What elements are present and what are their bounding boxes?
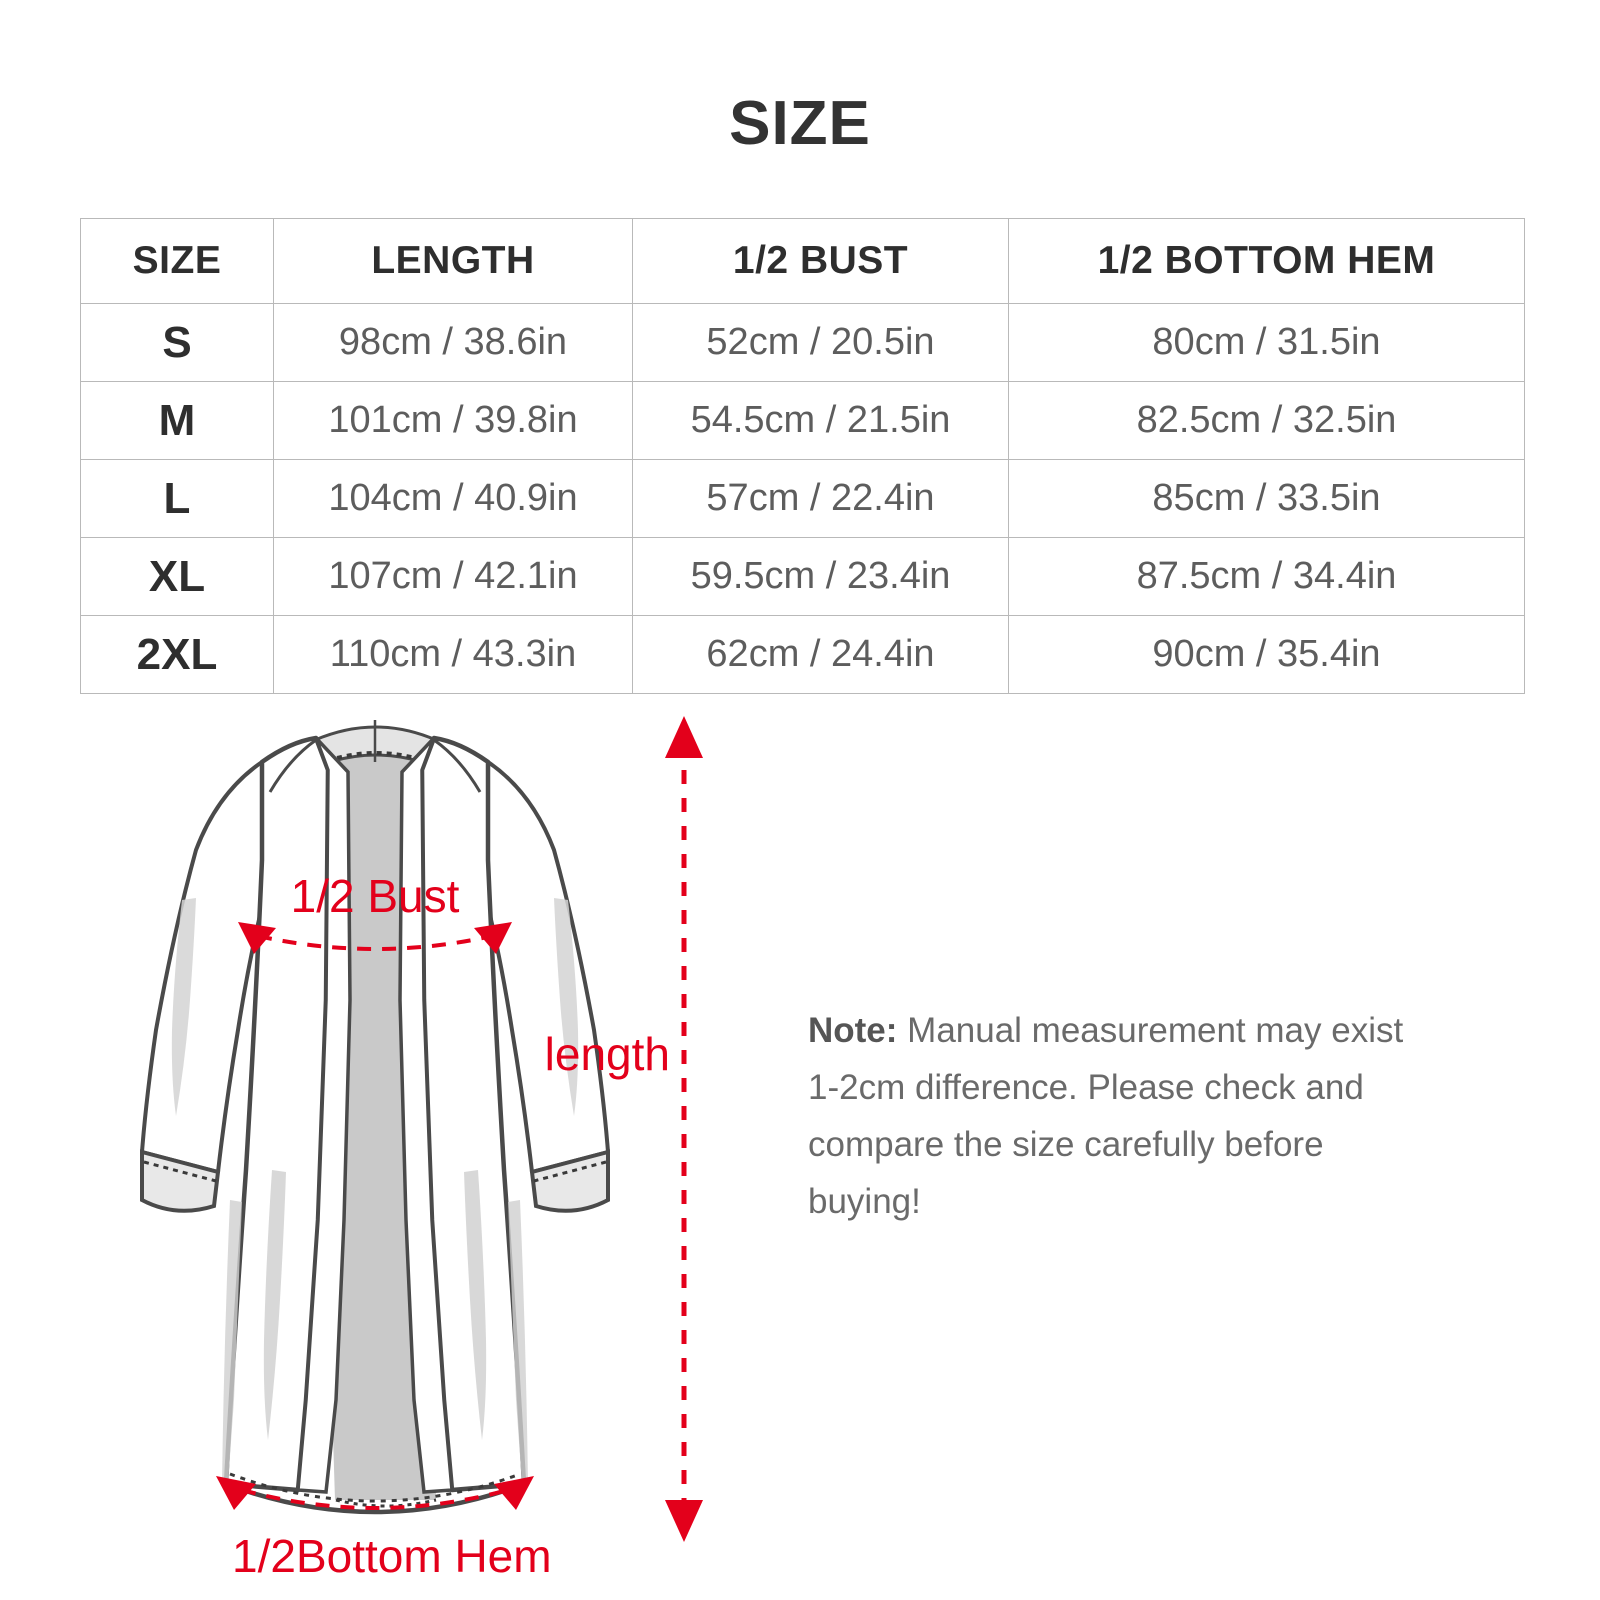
cell-size: S (80, 303, 274, 382)
length-label: length (545, 1028, 670, 1080)
left-panel-drape-shade (263, 1170, 286, 1440)
cell-bust: 54.5cm / 21.5in (632, 381, 1009, 460)
length-arrow-bottom-icon (665, 1500, 703, 1542)
hem-measure-line (241, 1488, 509, 1510)
table-header: SIZE LENGTH 1/2 BUST 1/2 BOTTOM HEM (80, 218, 1525, 304)
left-panel-side-shade (222, 1200, 242, 1484)
cell-size: L (80, 459, 274, 538)
column-header-size: SIZE (80, 218, 274, 304)
cell-length: 98cm / 38.6in (273, 303, 633, 382)
right-panel-side-shade (508, 1200, 528, 1484)
page-title: SIZE (729, 89, 871, 158)
bottom-hem-stitch (229, 1472, 521, 1503)
cell-size: M (80, 381, 274, 460)
table-header-row: SIZE LENGTH 1/2 BUST 1/2 BOTTOM HEM (80, 218, 1525, 304)
left-placket (296, 736, 352, 1494)
table-row: M 101cm / 39.8in 54.5cm / 21.5in 82.5cm … (80, 381, 1525, 460)
right-placket (398, 736, 454, 1494)
bust-label: 1/2 Bust (291, 870, 460, 922)
cell-hem: 90cm / 35.4in (1008, 615, 1525, 694)
table-row: 2XL 110cm / 43.3in 62cm / 24.4in 90cm / … (80, 615, 1525, 694)
table-row: S 98cm / 38.6in 52cm / 20.5in 80cm / 31.… (80, 303, 1525, 382)
cell-length: 107cm / 42.1in (273, 537, 633, 616)
cell-size: 2XL (80, 615, 274, 694)
size-table: SIZE LENGTH 1/2 BUST 1/2 BOTTOM HEM S 98… (80, 218, 1525, 694)
garment-illustration: 1/2 Bust length 1/2Bottom Hem (130, 700, 830, 1580)
right-panel-drape-shade (464, 1170, 487, 1440)
cell-length: 101cm / 39.8in (273, 381, 633, 460)
left-cuff-stitch (143, 1160, 217, 1183)
length-arrow-top-icon (665, 716, 703, 758)
right-shoulder-seam (433, 738, 482, 793)
column-header-bust: 1/2 BUST (632, 218, 1009, 304)
column-header-hem: 1/2 BOTTOM HEM (1008, 218, 1525, 304)
bust-measure-line (257, 934, 493, 951)
right-cuff (529, 1149, 610, 1213)
cell-length: 110cm / 43.3in (273, 615, 633, 694)
right-cuff-stitch (533, 1160, 607, 1183)
hem-arrow-left-icon (216, 1476, 256, 1510)
right-sleeve-shade (554, 898, 579, 1116)
cell-hem: 82.5cm / 32.5in (1008, 381, 1525, 460)
inner-panel-hem-stitch (335, 1498, 437, 1508)
cell-hem: 87.5cm / 34.4in (1008, 537, 1525, 616)
cell-length: 104cm / 40.9in (273, 459, 633, 538)
bust-arrow-left-icon (238, 922, 276, 954)
note-lead-label: Note: (808, 1011, 898, 1050)
cell-bust: 52cm / 20.5in (632, 303, 1009, 382)
size-table-container: SIZE LENGTH 1/2 BUST 1/2 BOTTOM HEM S 98… (80, 218, 1525, 694)
cell-hem: 80cm / 31.5in (1008, 303, 1525, 382)
bottom-hem-edge (225, 1481, 525, 1515)
left-cuff (140, 1149, 221, 1213)
note-body-text: Manual measurement may exist 1-2cm diffe… (808, 1011, 1404, 1221)
cell-bust: 62cm / 24.4in (632, 615, 1009, 694)
cell-hem: 85cm / 33.5in (1008, 459, 1525, 538)
column-header-length: LENGTH (273, 218, 633, 304)
hem-label: 1/2Bottom Hem (232, 1530, 552, 1580)
table-row: L 104cm / 40.9in 57cm / 22.4in 85cm / 33… (80, 459, 1525, 538)
cell-bust: 59.5cm / 23.4in (632, 537, 1009, 616)
bust-arrow-right-icon (474, 922, 512, 954)
table-body: S 98cm / 38.6in 52cm / 20.5in 80cm / 31.… (80, 303, 1525, 694)
left-sleeve-shade (171, 898, 196, 1116)
left-shoulder-seam (268, 738, 317, 793)
cell-bust: 57cm / 22.4in (632, 459, 1009, 538)
cell-size: XL (80, 537, 274, 616)
table-row: XL 107cm / 42.1in 59.5cm / 23.4in 87.5cm… (80, 537, 1525, 616)
note-block: Note: Manual measurement may exist 1-2cm… (808, 1002, 1428, 1230)
hem-arrow-right-icon (494, 1476, 534, 1510)
